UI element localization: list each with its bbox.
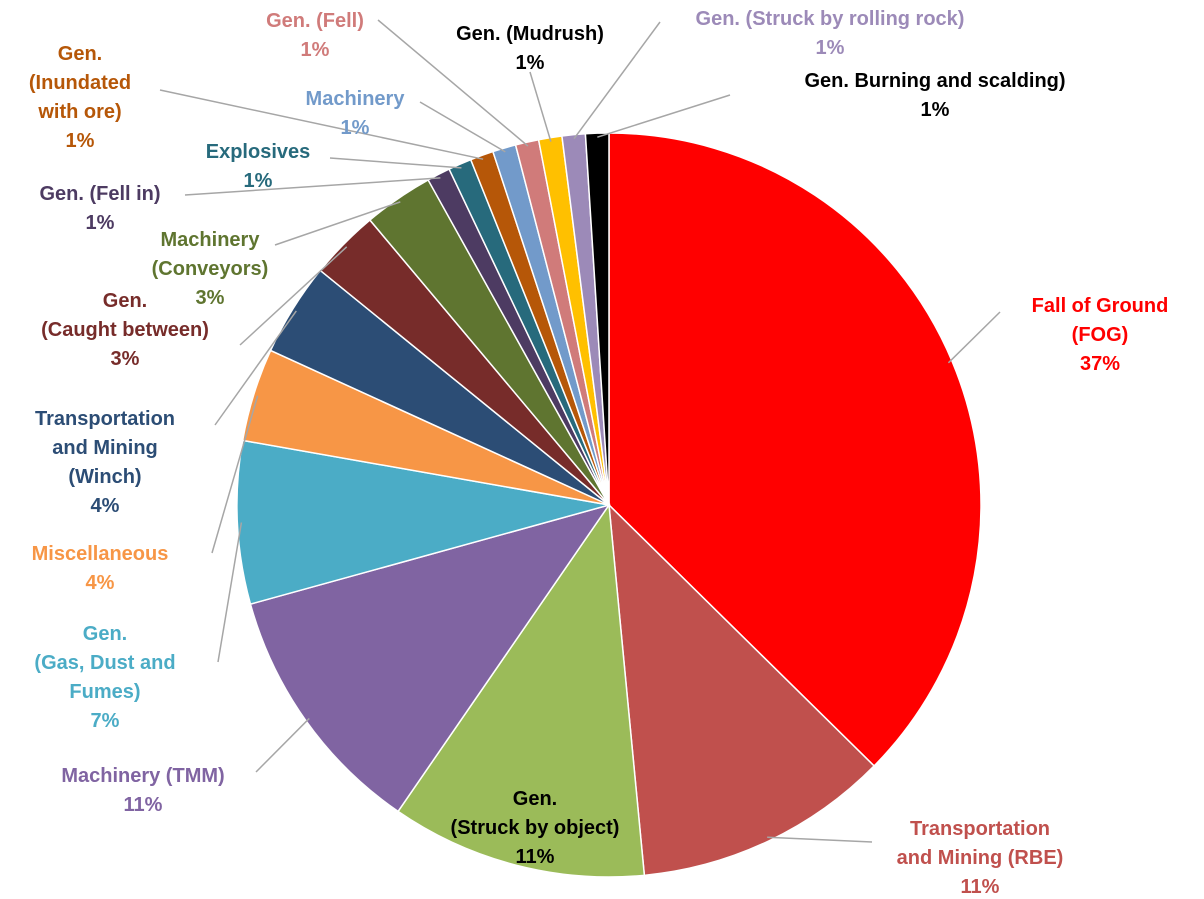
leader-line <box>159 89 484 160</box>
pie-slice <box>608 132 982 768</box>
leader-line <box>597 94 731 138</box>
leader-line <box>211 395 259 554</box>
leader-line <box>419 101 506 153</box>
leader-line <box>255 717 310 773</box>
slice-label: Gen. (Struck by rolling rock) <box>695 8 965 30</box>
value-label: 7% <box>90 710 120 732</box>
slice-label: Transportation and Mining (Winch) <box>34 408 176 488</box>
slice-label: Gen. (Caught between) <box>41 290 209 341</box>
value-label: 1% <box>85 212 115 234</box>
value-label: 1% <box>920 99 950 121</box>
leader-line <box>184 177 441 196</box>
slice-label: Gen. (Fell in) <box>39 183 161 205</box>
leader-line <box>529 71 552 142</box>
slice-label: Miscellaneous <box>31 543 169 565</box>
slice-label: Gen. (Struck by object) <box>450 788 620 839</box>
value-label: 11% <box>515 846 555 868</box>
value-label: 1% <box>815 37 845 59</box>
value-label: 1% <box>515 52 545 74</box>
leader-line <box>377 19 529 147</box>
leader-line <box>329 157 462 169</box>
pie-slice <box>608 503 876 877</box>
value-label: 37% <box>1079 353 1121 375</box>
leader-line <box>239 246 348 346</box>
leader-line <box>214 310 297 426</box>
slice-label: Transportation and Mining (RBE) <box>896 818 1064 869</box>
value-label: 3% <box>195 287 225 309</box>
slice-label: Machinery <box>305 88 405 110</box>
slice-label: Gen. (Inundated with ore) <box>28 43 132 123</box>
value-label: 1% <box>65 130 95 152</box>
slice-label: Machinery (TMM) <box>61 765 225 787</box>
leader-line <box>274 201 401 246</box>
value-label: 4% <box>90 495 120 517</box>
pie-slice <box>236 439 610 606</box>
slice-label: Gen. (Fell) <box>266 10 364 32</box>
value-label: 4% <box>85 572 115 594</box>
slice-label: Explosives <box>205 141 311 163</box>
leader-line <box>947 311 1001 364</box>
leader-line <box>217 522 243 663</box>
value-label: 1% <box>340 117 370 139</box>
value-label: 11% <box>123 794 163 816</box>
value-label: 1% <box>300 39 330 61</box>
value-label: 1% <box>243 170 273 192</box>
slice-label: Machinery (Conveyors) <box>151 229 269 280</box>
value-label: 3% <box>110 348 140 370</box>
leader-line <box>573 21 661 140</box>
slice-label: Gen. Burning and scalding) <box>804 70 1066 92</box>
slice-label: Gen. (Mudrush) <box>456 23 604 45</box>
slice-label: Fall of Ground (FOG) <box>1031 295 1169 346</box>
slice-label: Gen. (Gas, Dust and Fumes) <box>34 623 176 703</box>
leader-line <box>767 836 873 843</box>
value-label: 11% <box>960 876 1000 898</box>
pie-slice <box>397 502 646 878</box>
